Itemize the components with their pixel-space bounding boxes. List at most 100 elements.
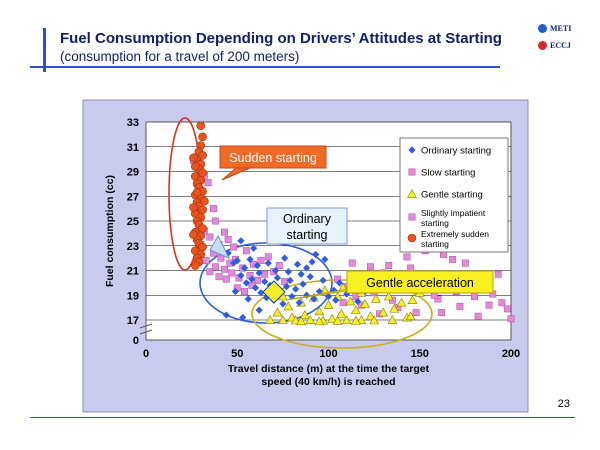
point-slightly-impatient-starting (264, 253, 272, 261)
point-gentle-starting (405, 311, 416, 321)
point-slightly-impatient-starting (202, 257, 210, 265)
point-ordinary-starting (286, 276, 294, 284)
point-slightly-impatient-starting (215, 273, 223, 281)
highlight-gentle-marker (262, 280, 286, 304)
legend-label: Ordinary starting (421, 146, 491, 157)
legend-marker (407, 233, 417, 243)
point-ordinary-starting (244, 295, 252, 303)
point-ordinary-starting (310, 295, 318, 303)
point-ordinary-starting (330, 286, 338, 294)
point-gentle-starting (272, 307, 283, 317)
y-tick-label: 23 (127, 241, 139, 253)
legend-marker (408, 146, 416, 154)
point-slow-starting (474, 312, 482, 320)
point-gentle-starting (323, 300, 334, 309)
point-slow-starting (498, 299, 506, 307)
y-axis-title: Fuel consumption (cc) (104, 175, 116, 287)
point-gentle-starting (356, 315, 367, 324)
y-tick-label: 21 (127, 266, 139, 278)
point-gentle-starting (387, 315, 398, 324)
point-slightly-impatient-starting (211, 217, 219, 225)
point-extremely-sudden-starting (198, 224, 207, 233)
header: Fuel Consumption Depending on Drivers’ A… (60, 30, 530, 66)
point-gentle-starting (277, 315, 288, 325)
logo-meti-text: METI (550, 23, 572, 33)
logo-eccj: ECCJ (538, 37, 590, 53)
logo-eccj-text: ECCJ (550, 40, 571, 50)
page-subtitle: (consumption for a travel of 200 meters) (60, 49, 300, 64)
point-gentle-starting (360, 298, 370, 308)
y-tick-label: 27 (127, 191, 139, 203)
point-gentle-starting (383, 291, 394, 301)
point-slightly-impatient-starting (204, 179, 212, 187)
point-ordinary-starting (222, 311, 230, 319)
annotation-gentle-label: Gentle acceleration (366, 276, 474, 290)
point-slow-starting (385, 262, 393, 270)
logo-meti: METI (538, 20, 590, 36)
point-slow-starting (471, 293, 478, 300)
annotation-ordinary-label: Ordinary (283, 212, 332, 226)
meti-logo-icon (538, 23, 547, 33)
point-ordinary-starting (261, 278, 269, 286)
logos: METI ECCJ (538, 20, 590, 54)
legend-label: starting (421, 239, 449, 249)
point-slightly-impatient-starting (257, 257, 265, 265)
point-ordinary-starting (250, 244, 258, 252)
point-ordinary-starting (279, 300, 287, 308)
point-gentle-starting (378, 307, 389, 317)
point-ordinary-starting (237, 271, 245, 280)
point-slightly-impatient-starting (206, 233, 214, 241)
point-ordinary-starting (319, 276, 327, 284)
y-tick-label: 31 (127, 142, 139, 154)
point-extremely-sudden-starting (189, 230, 198, 239)
point-ordinary-starting (303, 264, 311, 272)
point-slow-starting (494, 270, 502, 278)
x-axis-title: speed (40 km/h) is reached (261, 376, 395, 388)
point-slightly-impatient-starting (211, 263, 219, 271)
point-ordinary-starting (240, 264, 249, 272)
point-gentle-starting (314, 316, 325, 326)
point-gentle-starting (336, 308, 347, 318)
point-ordinary-starting (262, 294, 271, 302)
header-accent-vertical (43, 28, 46, 72)
point-ordinary-starting (273, 274, 281, 282)
point-slightly-impatient-starting (221, 265, 228, 273)
point-slightly-impatient-starting (224, 236, 232, 244)
point-ordinary-starting (253, 261, 261, 270)
point-ordinary-starting (251, 284, 260, 292)
point-ordinary-starting (255, 306, 263, 314)
point-ordinary-starting (264, 259, 272, 267)
group-ellipse-gentle (251, 279, 433, 349)
point-extremely-sudden-starting (198, 205, 207, 215)
point-ordinary-starting (230, 259, 238, 267)
point-extremely-sudden-starting (190, 162, 200, 171)
legend-label: Slightly impatient (421, 208, 486, 218)
point-slightly-impatient-starting (261, 270, 269, 278)
point-ordinary-starting (293, 260, 302, 268)
point-gentle-starting (396, 297, 407, 307)
point-ordinary-starting (231, 287, 240, 296)
point-slow-starting (339, 299, 347, 307)
point-ordinary-starting (299, 280, 307, 288)
point-extremely-sudden-starting (200, 196, 209, 206)
point-ordinary-starting (248, 275, 256, 283)
point-ordinary-starting (281, 254, 289, 262)
point-gentle-starting (389, 303, 400, 313)
point-extremely-sudden-starting (196, 121, 206, 131)
point-gentle-starting (365, 311, 376, 321)
point-ordinary-starting (321, 255, 329, 263)
point-gentle-starting (332, 315, 343, 325)
y-tick-label: 0 (133, 335, 139, 347)
point-ordinary-starting (239, 313, 247, 322)
point-slow-starting (485, 301, 493, 309)
point-ordinary-starting (324, 292, 333, 301)
page-title: Fuel Consumption Depending on Drivers’ A… (60, 30, 502, 47)
legend-label: starting (421, 218, 449, 228)
y-tick-label: 25 (127, 216, 139, 228)
point-extremely-sudden-starting (198, 151, 207, 160)
point-ordinary-starting (297, 270, 305, 278)
point-extremely-sudden-starting (198, 168, 207, 178)
x-tick-label: 50 (231, 348, 243, 360)
legend-label: Slow starting (421, 168, 475, 179)
